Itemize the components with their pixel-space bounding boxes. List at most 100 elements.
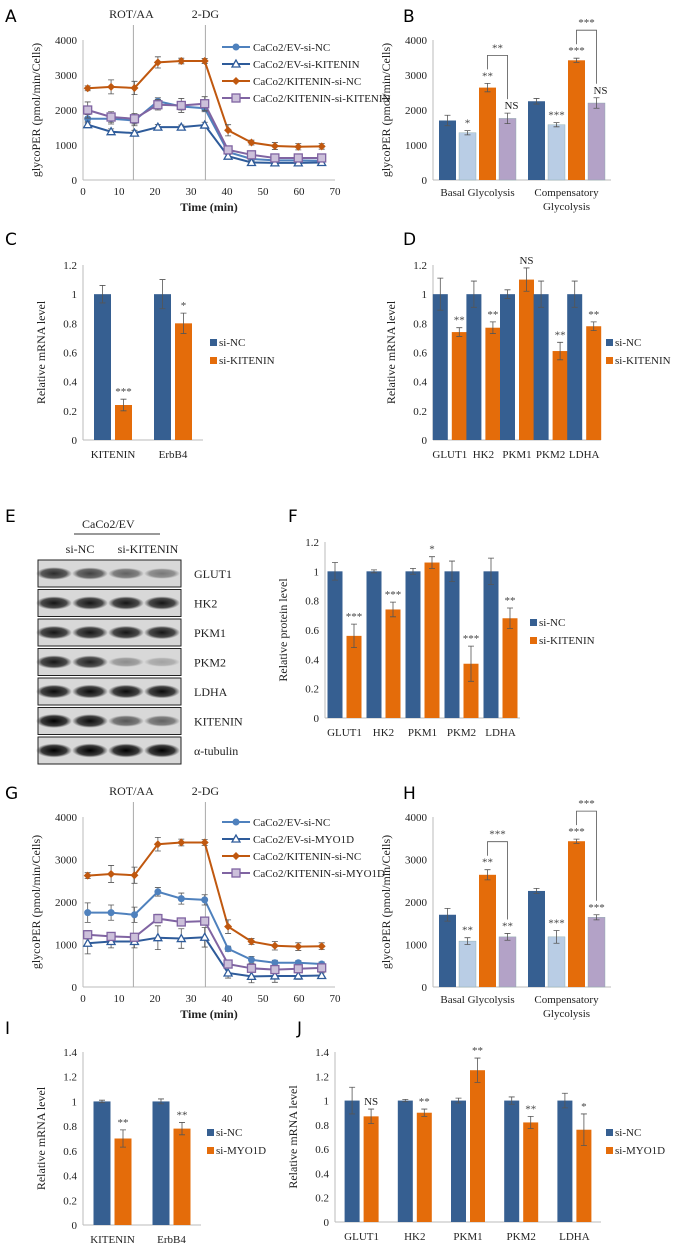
error-bar bbox=[507, 607, 513, 629]
y-tick-label: 1000 bbox=[405, 940, 428, 952]
y-tick-label: 1000 bbox=[55, 140, 78, 152]
y-axis-label: Relative mRNA level bbox=[286, 1085, 300, 1189]
data-point bbox=[84, 115, 92, 123]
error-bar bbox=[533, 98, 540, 105]
x-tick-label: Compensatory Glycolysis bbox=[534, 994, 599, 1020]
y-tick-label: 0.2 bbox=[315, 1193, 329, 1205]
bar bbox=[385, 609, 401, 718]
bracket-label: *** bbox=[578, 798, 595, 810]
y-tick-label: 2000 bbox=[405, 897, 428, 909]
bar bbox=[483, 571, 499, 718]
significance-label: ** bbox=[482, 70, 493, 82]
bar bbox=[458, 132, 477, 181]
y-tick-label: 1 bbox=[72, 1096, 78, 1108]
y-tick-label: 2000 bbox=[55, 105, 78, 117]
significance-bracket bbox=[487, 841, 508, 920]
panel-label: E bbox=[5, 507, 16, 527]
panel-label: I bbox=[5, 1019, 10, 1039]
legend-marker bbox=[231, 93, 241, 103]
significance-label: *** bbox=[568, 45, 585, 57]
bar bbox=[470, 1070, 485, 1222]
x-tick-label: 0 bbox=[80, 993, 86, 1005]
error-bar bbox=[464, 937, 471, 945]
legend-swatch bbox=[606, 339, 613, 346]
significance-label: ** bbox=[502, 920, 513, 932]
y-tick-label: 4000 bbox=[405, 35, 428, 47]
error-bar bbox=[470, 280, 477, 308]
significance-label: *** bbox=[385, 589, 402, 601]
blot-band bbox=[108, 684, 144, 699]
y-tick-label: 0 bbox=[422, 982, 428, 994]
error-bar bbox=[371, 569, 377, 574]
error-bar bbox=[158, 1098, 164, 1105]
error-bar bbox=[99, 285, 106, 304]
y-tick-label: 2000 bbox=[405, 105, 428, 117]
data-point bbox=[246, 971, 257, 981]
error-bar bbox=[504, 933, 511, 941]
data-point bbox=[224, 126, 233, 135]
data-point bbox=[153, 913, 163, 924]
significance-label: * bbox=[181, 300, 187, 312]
bar bbox=[451, 1100, 466, 1222]
blot-band bbox=[36, 625, 72, 640]
error-bar bbox=[484, 869, 491, 881]
legend-marker bbox=[230, 833, 242, 843]
y-tick-label: 1 bbox=[324, 1096, 330, 1108]
bar bbox=[94, 294, 111, 440]
series bbox=[82, 119, 327, 167]
panel-E-western-blot: E CaCo2/EV si-NC si-KITENIN GLUT1 HK2 PKM1 PKM2… bbox=[5, 507, 243, 765]
data-point bbox=[317, 963, 327, 973]
error-bar bbox=[120, 1129, 126, 1148]
error-bar bbox=[444, 114, 451, 127]
y-axis-label: glycoPER (pmol/min/Cells) bbox=[29, 835, 43, 969]
significance-label: NS bbox=[519, 255, 533, 267]
blot-band bbox=[72, 567, 108, 580]
significance-label: NS bbox=[593, 85, 607, 97]
x-tick-label: LDHA bbox=[485, 727, 516, 739]
panel-label: G bbox=[5, 784, 18, 804]
data-point bbox=[294, 142, 303, 151]
y-tick-label: 1000 bbox=[55, 940, 78, 952]
error-bar bbox=[484, 83, 491, 93]
x-tick-label-line: Glycolysis bbox=[543, 1008, 590, 1020]
blot-group-label: CaCo2/EV bbox=[82, 517, 135, 531]
error-bar bbox=[455, 1097, 462, 1104]
legend-swatch bbox=[606, 1129, 613, 1136]
blot-band bbox=[144, 625, 180, 640]
blot-band bbox=[36, 714, 72, 728]
bar bbox=[424, 562, 440, 718]
data-point bbox=[222, 150, 234, 160]
data-point bbox=[201, 896, 209, 904]
bar bbox=[451, 332, 467, 440]
bar bbox=[346, 635, 362, 718]
bracket-label: *** bbox=[578, 17, 595, 29]
series bbox=[82, 925, 327, 984]
data-point bbox=[129, 127, 140, 137]
legend-label: CaCo2/EV-si-MYO1D bbox=[253, 834, 354, 846]
blot-band bbox=[108, 625, 144, 640]
bracket-label: *** bbox=[489, 829, 506, 841]
legend-label: si-KITENIN bbox=[219, 355, 275, 367]
bar bbox=[519, 279, 534, 440]
x-tick-label: 70 bbox=[330, 993, 342, 1005]
bar bbox=[498, 936, 517, 988]
y-axis-label: Relative mRNA level bbox=[384, 300, 398, 404]
legend-swatch bbox=[606, 1147, 613, 1154]
y-axis-label: glycoPER (pmol/min/Cells) bbox=[379, 43, 393, 177]
bar bbox=[114, 1138, 132, 1225]
bracket-label: ** bbox=[492, 42, 503, 54]
significance-label: ** bbox=[482, 857, 493, 869]
bar bbox=[344, 1100, 360, 1222]
y-tick-label: 3000 bbox=[55, 855, 78, 867]
y-tick-label: 1 bbox=[314, 566, 320, 578]
blot-row-label: KITENIN bbox=[194, 715, 243, 729]
x-tick-label: HK2 bbox=[404, 1231, 425, 1243]
y-axis-label: glycoPER (pmol/min/Cells) bbox=[379, 835, 393, 969]
y-tick-label: 0.6 bbox=[305, 625, 319, 637]
error-bar bbox=[504, 112, 511, 125]
data-point bbox=[154, 888, 162, 896]
bar bbox=[439, 914, 456, 987]
significance-bracket bbox=[576, 810, 597, 901]
bar bbox=[432, 294, 448, 440]
data-point bbox=[177, 57, 186, 65]
